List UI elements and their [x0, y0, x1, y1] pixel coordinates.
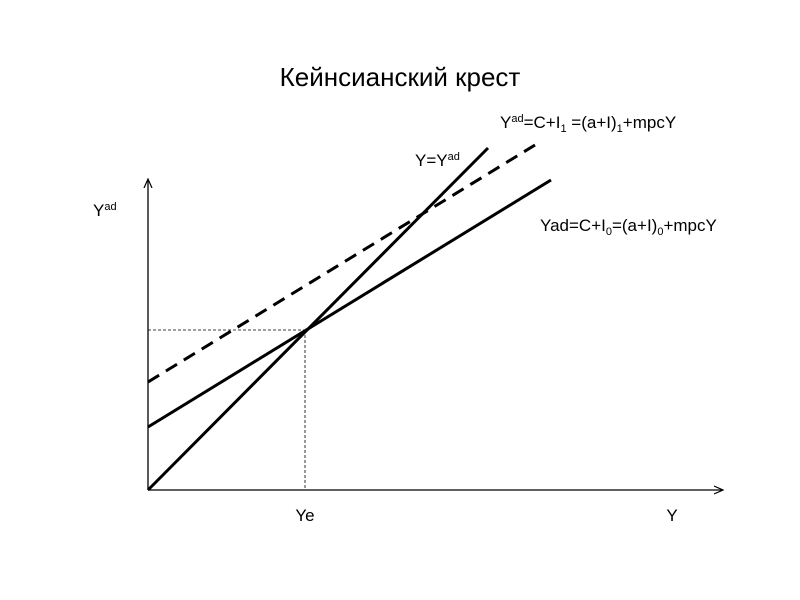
label-part: Y: [500, 113, 511, 132]
equilibrium-label: Ye: [295, 506, 314, 525]
curve-1: [147, 143, 536, 384]
label-part: ad: [448, 151, 460, 163]
label-part: Yad=C+I: [540, 216, 606, 235]
label-part: =C+I: [524, 113, 561, 132]
title: Кейнсианский крест: [280, 62, 521, 92]
label-part: +mpcY: [623, 113, 676, 132]
label-part: ad: [104, 201, 116, 213]
label-part: +mpcY: [663, 216, 716, 235]
label-part: Y=Y: [415, 151, 448, 170]
curve-1-label: Yad=C+I1 =(a+I)1+mpcY: [500, 113, 676, 135]
identity-line: [146, 146, 490, 492]
label-part: 1: [560, 123, 566, 135]
label-part: =(a+I): [612, 216, 657, 235]
x-axis-label: Y: [666, 506, 677, 525]
y-axis-label: Yad: [93, 201, 117, 220]
label-part: =(a+I): [567, 113, 617, 132]
curve-0-label: Yad=C+I0=(a+I)0+mpcY: [540, 216, 717, 238]
curve-0: [147, 178, 552, 429]
label-part: 0: [657, 226, 663, 238]
identity-label: Y=Yad: [415, 151, 460, 170]
label-part: 0: [606, 226, 612, 238]
label-part: 1: [617, 123, 623, 135]
label-part: ad: [511, 113, 523, 125]
label-part: Y: [93, 201, 104, 220]
